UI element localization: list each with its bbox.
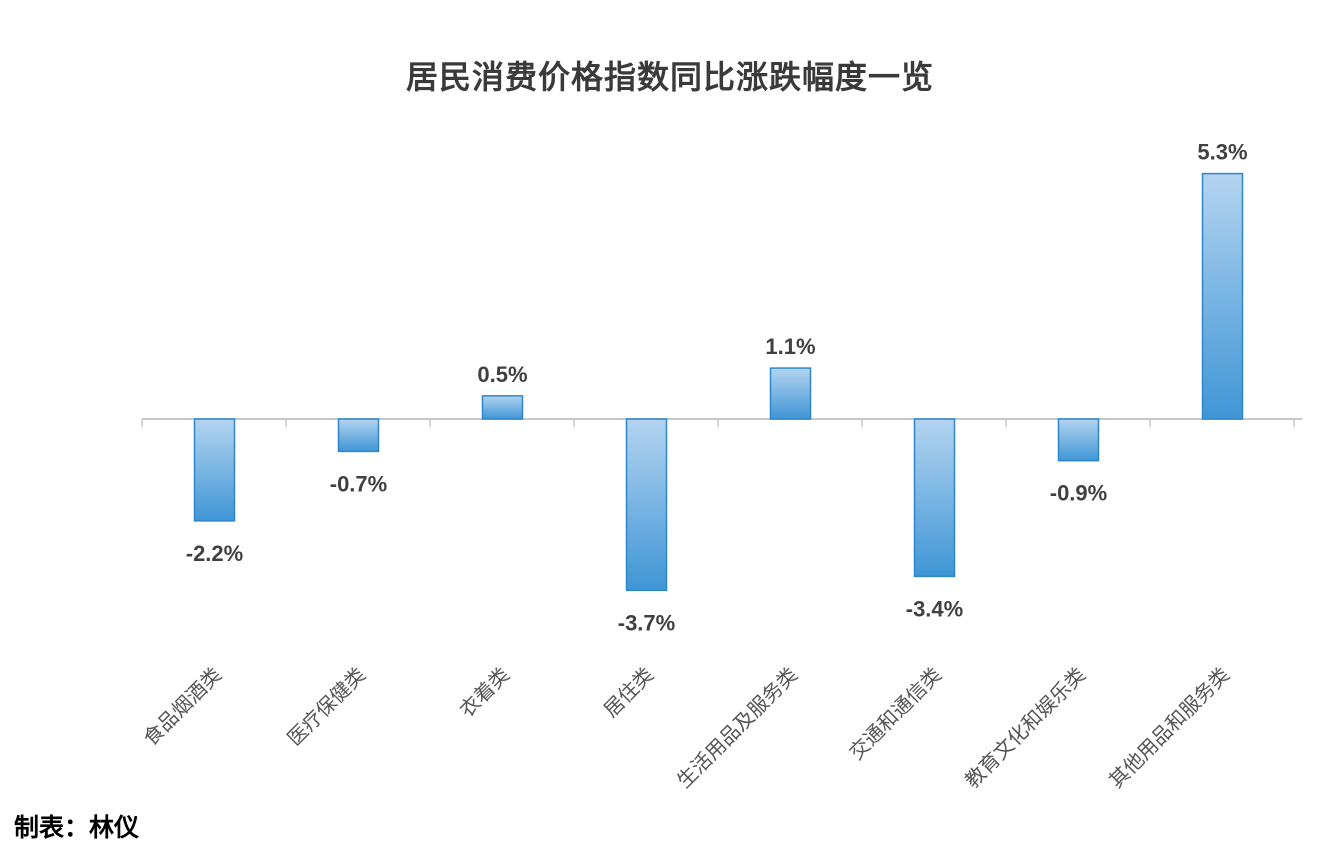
data-label-1: -2.2% [186, 541, 243, 566]
bar-5 [769, 367, 812, 420]
chart-title: 居民消费价格指数同比涨跌幅度一览 [405, 58, 934, 96]
category-label-7: 教育文化和娱乐类 [960, 663, 1090, 793]
bar-2 [337, 418, 380, 453]
bar-6 [913, 418, 956, 578]
data-label-5: 1.1% [765, 334, 815, 359]
category-label-6: 交通和通信类 [844, 663, 946, 765]
bar-4 [625, 418, 668, 592]
category-label-4: 居住类 [599, 663, 658, 722]
category-label-8: 其他用品和服务类 [1104, 663, 1234, 793]
bar-3 [481, 395, 524, 420]
data-label-8: 5.3% [1197, 140, 1247, 165]
chart-credit: 制表：林仪 [14, 813, 140, 842]
category-label-1: 食品烟酒类 [138, 663, 226, 751]
data-label-4: -3.7% [618, 610, 675, 635]
data-label-3: 0.5% [477, 362, 527, 387]
data-label-2: -0.7% [330, 471, 387, 496]
category-label-5: 生活用品及服务类 [672, 663, 802, 793]
bar-8 [1201, 172, 1244, 420]
category-label-3: 衣着类 [455, 663, 514, 722]
data-label-6: -3.4% [906, 596, 963, 621]
bar-1 [193, 418, 236, 522]
data-label-7: -0.9% [1050, 481, 1107, 506]
category-label-2: 医疗保健类 [282, 663, 370, 751]
bar-7 [1057, 418, 1100, 462]
